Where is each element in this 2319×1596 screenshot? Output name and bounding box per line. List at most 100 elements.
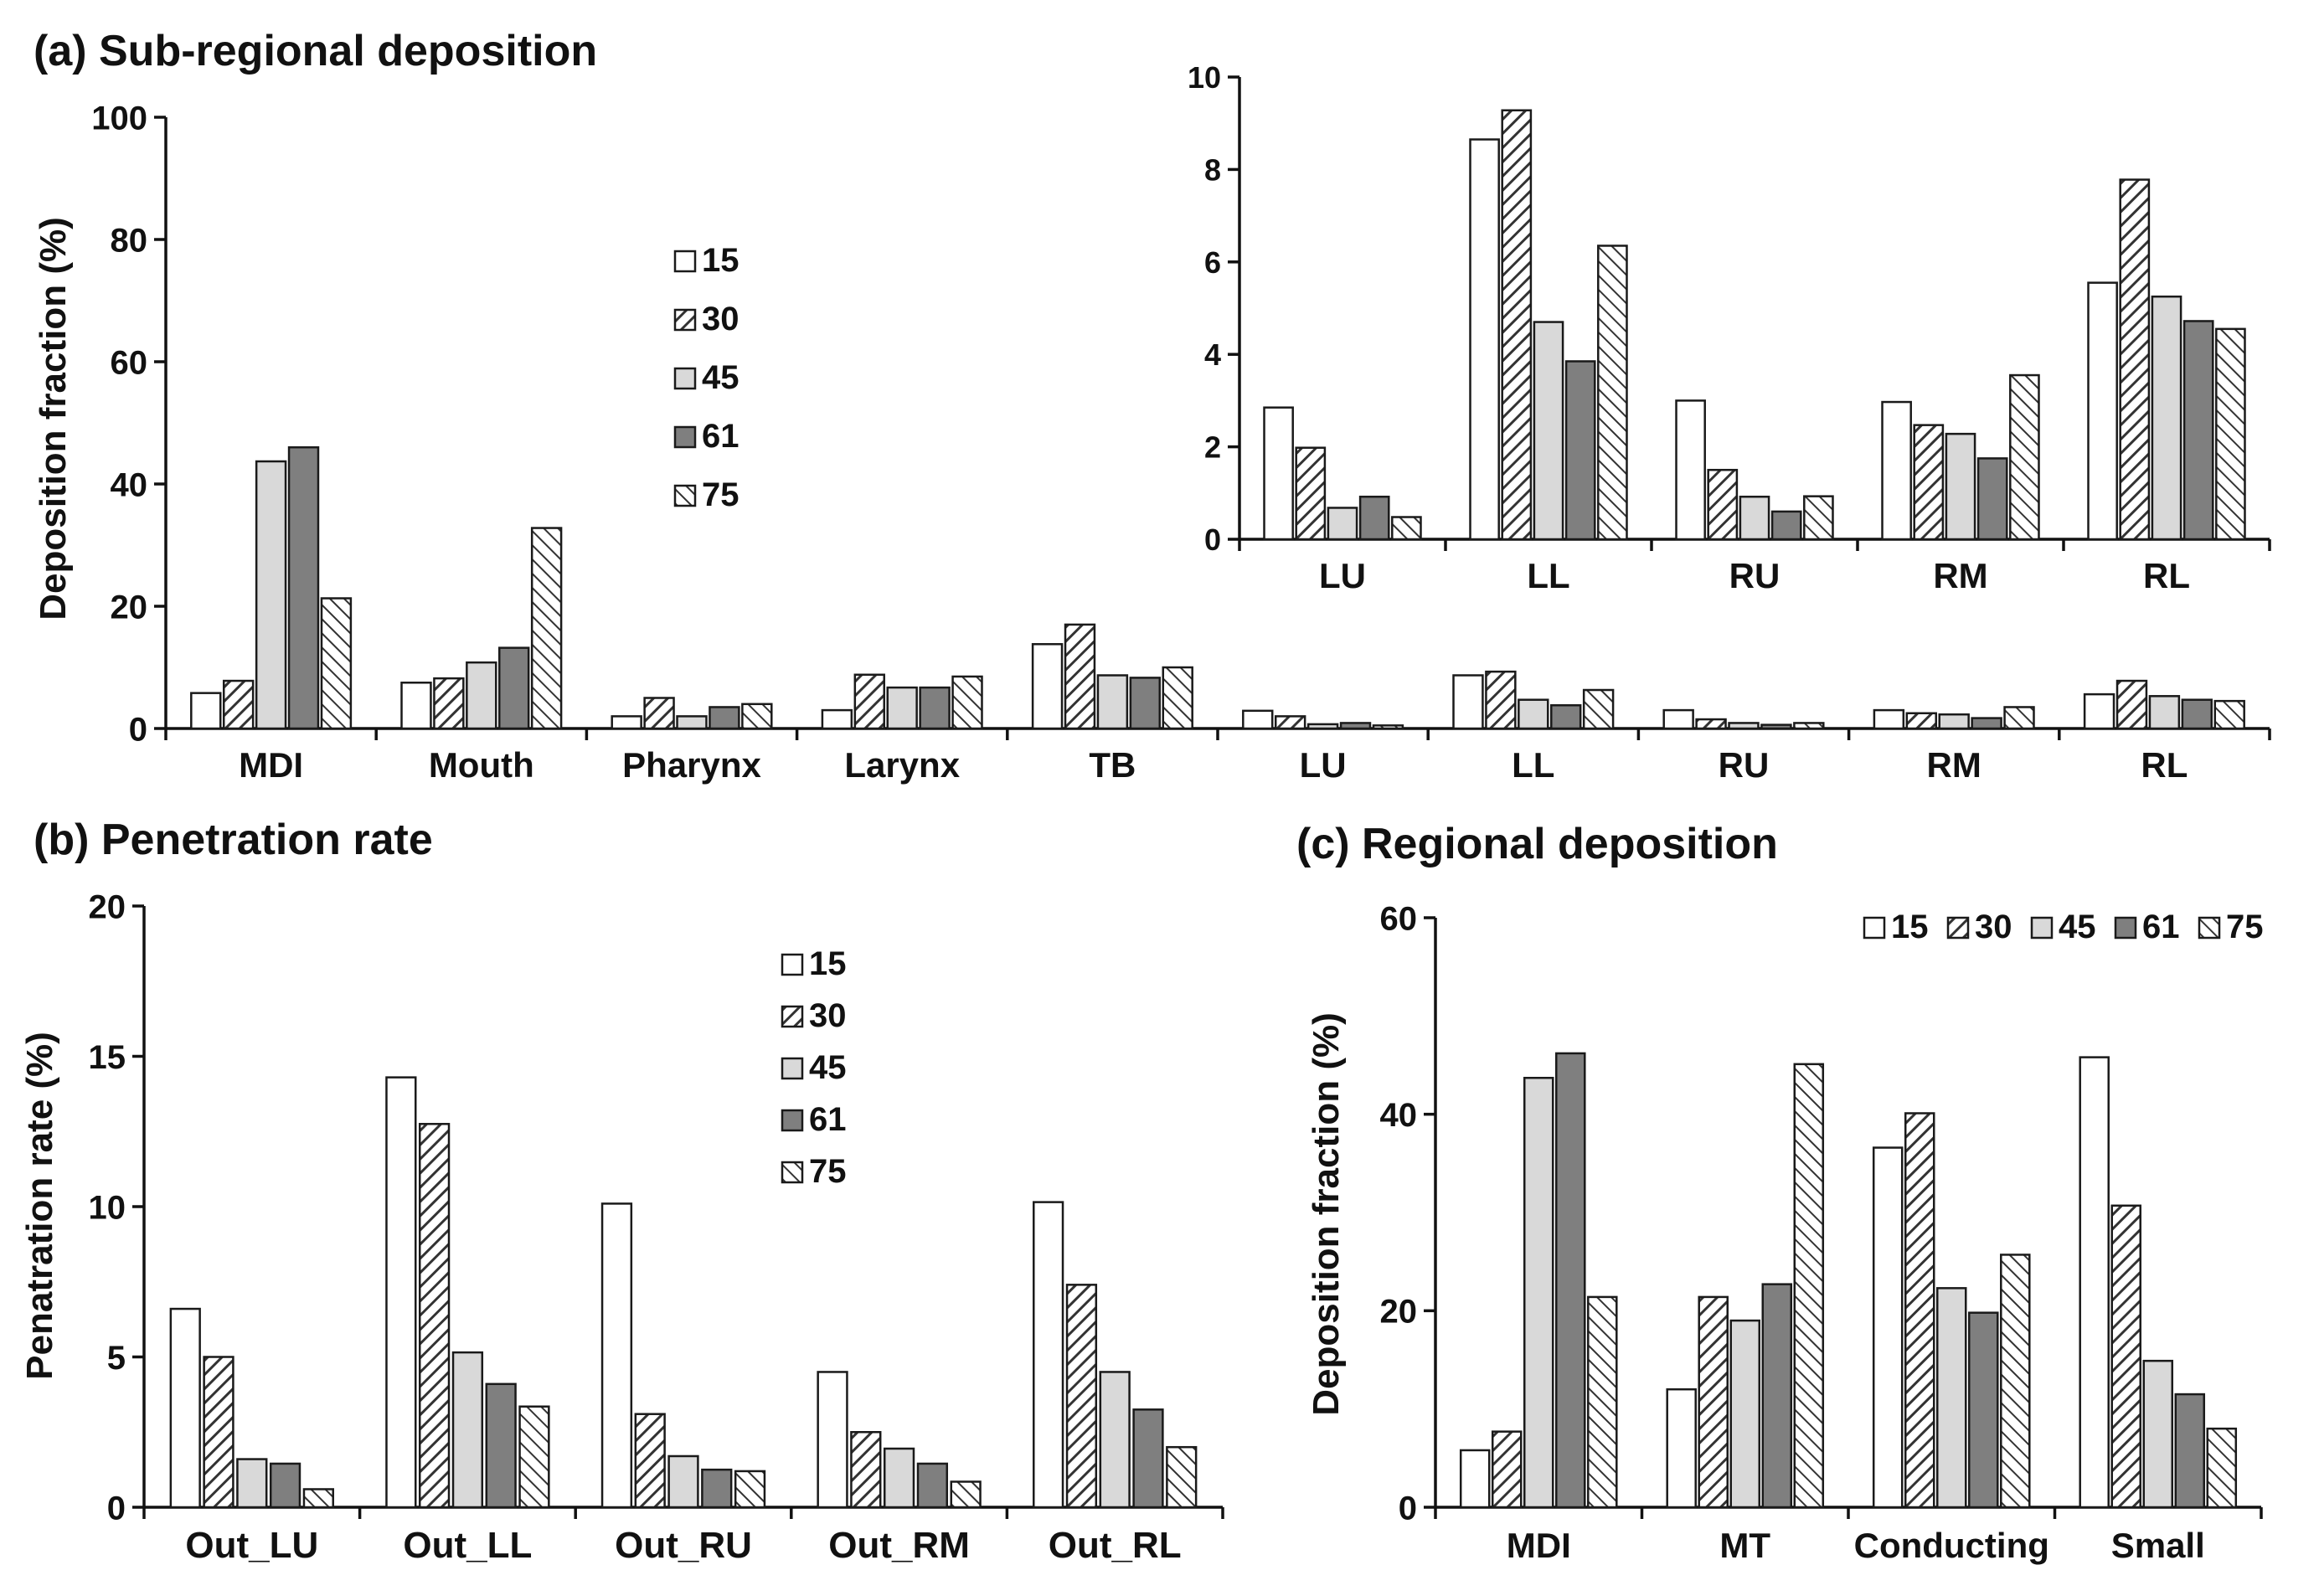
panel-b-y-tick-label: 20 <box>89 888 126 925</box>
panel-a-inset-bar-rl-61 <box>2182 320 2214 541</box>
panel-a-bar-lu-15 <box>1242 709 1274 730</box>
panel-c-y-axis-label: Deposition fraction (%) <box>1306 1012 1347 1416</box>
panel-a-inset-bar-ll-61 <box>1564 360 1596 541</box>
panel-a-bar-lu-45 <box>1306 723 1339 730</box>
panel-a-bar-rl-30 <box>2115 679 2148 730</box>
panel-b-legend-swatch-30 <box>781 1005 804 1028</box>
panel-a-bar-larynx-15 <box>821 708 853 730</box>
panel-b-y-tick-label: 10 <box>89 1189 126 1226</box>
panel-b-bar-out-ru-30 <box>634 1413 666 1509</box>
panel-c-plot: 0 20 40 60 MDI MT Conducting Small <box>1380 900 2263 1565</box>
panel-c-bar-conducting-75 <box>2000 1254 2031 1509</box>
panel-a-legend-label-30: 30 <box>702 301 740 337</box>
panel-a-bar-tb-61 <box>1129 677 1162 730</box>
panel-b-bar-out-lu-75 <box>302 1488 334 1509</box>
panel-c-category-label: MT <box>1719 1526 1770 1565</box>
panel-a-legend: 15 30 45 61 75 <box>673 242 740 513</box>
panel-b-bar-out-rl-45 <box>1099 1371 1131 1509</box>
panel-a-inset-bar-rl-45 <box>2151 295 2182 541</box>
panel-a-inset-bar-lu-61 <box>1358 495 1390 541</box>
panel-a-bar-pharynx-75 <box>741 703 773 730</box>
panel-b-legend-label-30: 30 <box>809 997 847 1034</box>
panel-b-bar-out-ll-30 <box>418 1123 451 1509</box>
panel-a-legend-label-75: 75 <box>702 476 740 513</box>
panel-a-bar-ll-45 <box>1518 698 1549 730</box>
panel-c-bar-small-15 <box>2079 1056 2110 1509</box>
panel-a-inset-bar-lu-30 <box>1295 446 1327 541</box>
panel-b: (b) Penetration rate Penatration rate (%… <box>19 816 1224 1566</box>
panel-b-bar-out-ll-75 <box>518 1405 550 1509</box>
panel-a-bar-larynx-75 <box>951 675 983 730</box>
panel-c-bar-conducting-15 <box>1872 1146 1904 1509</box>
panel-c-y-tick-label: 20 <box>1380 1294 1418 1331</box>
panel-a-legend-swatch-15 <box>673 250 697 273</box>
panel-b-category-label: Out_RU <box>615 1525 752 1566</box>
panel-a-category-label: TB <box>1089 745 1136 785</box>
panel-a-category-label: Larynx <box>844 745 960 785</box>
panel-c: (c) Regional deposition Deposition fract… <box>1296 820 2264 1565</box>
panel-a-bar-rl-75 <box>2213 699 2245 730</box>
panel-a-bar-larynx-30 <box>853 673 885 730</box>
panel-a-inset-bar-rl-30 <box>2119 178 2151 541</box>
panel-b-legend-swatch-75 <box>781 1161 804 1184</box>
panel-a: (a) Sub-regional deposition Deposition f… <box>33 27 2271 785</box>
panel-c-legend: 15 30 45 61 75 <box>1863 909 2264 945</box>
panel-a-inset-y-tick-label: 0 <box>1204 523 1221 557</box>
panel-b-bar-out-ll-15 <box>385 1076 417 1509</box>
panel-c-legend-label-45: 45 <box>2059 909 2096 945</box>
panel-c-bar-conducting-61 <box>1968 1311 1999 1509</box>
panel-a-bar-mouth-30 <box>433 677 465 730</box>
panel-b-y-axis-label: Penatration rate (%) <box>19 1032 60 1380</box>
panel-a-y-tick-label: 20 <box>111 589 148 626</box>
panel-b-bar-out-ll-45 <box>451 1351 484 1509</box>
panel-c-legend-swatch-15 <box>1863 916 1886 940</box>
panel-b-bar-out-ru-61 <box>701 1468 733 1509</box>
panel-c-category-label: Small <box>2111 1526 2205 1565</box>
panel-b-bar-out-lu-30 <box>203 1356 234 1509</box>
panel-a-inset-y-tick-label: 6 <box>1204 245 1221 280</box>
panel-b-legend: 15 30 45 61 75 <box>781 945 847 1190</box>
panel-c-bar-small-75 <box>2206 1427 2238 1509</box>
panel-a-bar-mdi-45 <box>255 460 287 730</box>
panel-a-bar-mouth-61 <box>498 646 530 730</box>
panel-b-category-label: Out_LU <box>185 1525 318 1566</box>
panel-a-bar-lu-30 <box>1274 715 1306 730</box>
panel-a-bar-pharynx-30 <box>643 697 675 730</box>
panel-a-legend-swatch-75 <box>673 484 697 507</box>
panel-c-bar-small-45 <box>2142 1359 2174 1509</box>
panel-b-bar-out-rm-45 <box>883 1447 915 1509</box>
panel-a-bar-pharynx-45 <box>676 715 708 730</box>
panel-c-bar-mdi-15 <box>1459 1449 1491 1509</box>
panel-a-bar-mdi-30 <box>222 679 255 730</box>
panel-a-bar-ll-61 <box>1550 704 1582 730</box>
panel-c-legend-label-15: 15 <box>1891 909 1929 945</box>
panel-a-legend-label-45: 45 <box>702 359 740 396</box>
panel-c-legend-swatch-45 <box>2030 916 2054 940</box>
panel-a-inset-bar-rm-30 <box>1913 424 1945 541</box>
panel-a-inset-bar-lu-15 <box>1263 406 1294 541</box>
panel-a-legend-swatch-61 <box>673 425 697 449</box>
panel-a-legend-swatch-30 <box>673 308 697 332</box>
panel-a-inset-bar-rl-15 <box>2087 281 2118 541</box>
panel-a-inset-category-label: RM <box>1933 556 1987 595</box>
panel-a-category-label: RL <box>2141 745 2188 785</box>
panel-a-bar-tb-30 <box>1064 623 1096 730</box>
panel-c-bar-mdi-45 <box>1523 1077 1554 1509</box>
panel-b-y-tick-label: 5 <box>107 1340 126 1377</box>
panel-a-y-tick-label: 60 <box>111 344 148 381</box>
panel-a-inset-bar-rm-75 <box>2009 373 2040 541</box>
panel-a-bar-mdi-75 <box>320 597 353 730</box>
panel-c-category-label: Conducting <box>1854 1526 2049 1565</box>
panel-b-legend-swatch-61 <box>781 1109 804 1132</box>
panel-a-inset-bar-ru-30 <box>1707 468 1739 541</box>
panel-b-legend-label-15: 15 <box>809 945 847 982</box>
panel-a-legend-label-61: 61 <box>702 418 740 455</box>
panel-b-bar-out-lu-61 <box>269 1462 301 1509</box>
panel-b-bar-out-rl-30 <box>1065 1284 1098 1509</box>
panel-c-category-label: MDI <box>1507 1526 1571 1565</box>
panel-a-bar-mdi-15 <box>190 692 222 730</box>
panel-c-y-tick-label: 40 <box>1380 1097 1418 1134</box>
panel-b-plot: 0 5 10 15 20 Out_LU Out_LL Out_RU Out_RM Out_RL <box>89 888 1224 1566</box>
panel-a-bar-rl-15 <box>2083 692 2115 730</box>
